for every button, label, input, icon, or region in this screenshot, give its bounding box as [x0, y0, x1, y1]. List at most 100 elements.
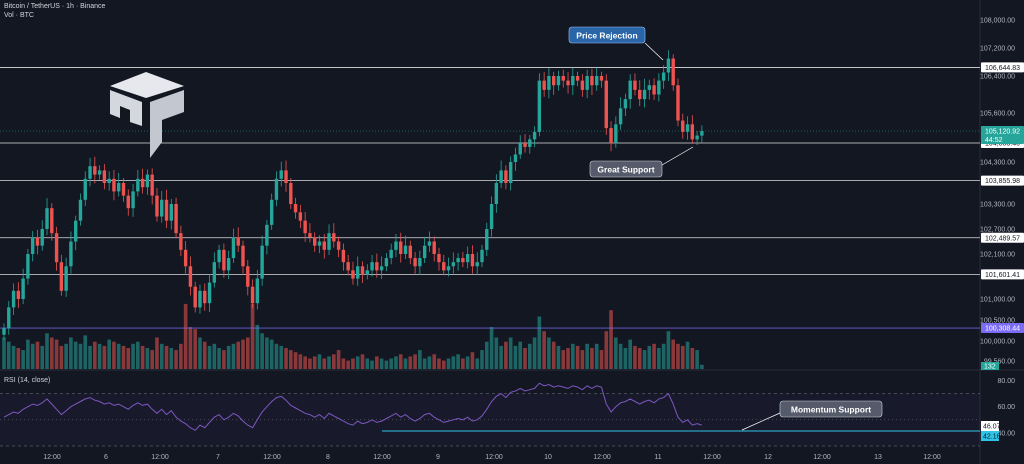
candle-body: [614, 124, 618, 144]
candle-body: [399, 241, 403, 254]
volume-bar: [159, 343, 164, 369]
volume-bar: [609, 310, 613, 369]
volume-bar: [145, 348, 150, 369]
volume-bar: [446, 358, 451, 369]
volume-bar: [427, 356, 432, 369]
candle-body: [513, 154, 518, 162]
callout-box: [779, 400, 883, 418]
candle-body: [413, 258, 417, 267]
volume-bar: [35, 341, 40, 369]
volume-bar: [336, 350, 341, 369]
level-tag: [981, 269, 1024, 280]
volume-bar: [370, 360, 374, 369]
volume-bar: [64, 343, 68, 369]
volume-bar: [614, 337, 618, 369]
volume-bar: [394, 356, 398, 369]
candle-body: [384, 258, 389, 267]
volume-bar: [480, 350, 484, 369]
volume-bar: [418, 350, 422, 369]
current-price-tag: [981, 126, 1024, 145]
volume-bar: [255, 324, 260, 369]
volume-bar: [2, 337, 6, 369]
volume-bar: [422, 358, 427, 369]
candle-body: [351, 270, 355, 279]
volume-bar: [680, 345, 685, 369]
candle-body: [365, 270, 369, 275]
volume-bar: [700, 364, 704, 369]
volume-bar: [403, 358, 408, 369]
candle-body: [465, 254, 470, 263]
candle-body: [121, 183, 126, 196]
volume-bar: [375, 356, 379, 369]
volume-bar: [676, 343, 680, 369]
volume-bar: [250, 303, 255, 369]
volume-bar: [523, 348, 527, 369]
candle-body: [16, 290, 21, 299]
level-tag-label: 102,489.57: [985, 235, 1020, 242]
callout-box: [589, 160, 663, 178]
volume-bar: [279, 345, 284, 369]
volume-bar: [547, 337, 551, 369]
candle-body: [508, 162, 513, 183]
volume-bar: [637, 348, 642, 369]
volume-bar: [198, 337, 202, 369]
candle-body: [179, 233, 183, 250]
candle-body: [217, 249, 221, 263]
volume-bar: [126, 348, 131, 369]
volume-bar: [155, 337, 159, 369]
volume-bar: [59, 345, 64, 369]
volume-bar: [590, 348, 594, 369]
candle-body: [403, 245, 408, 254]
candle-body: [633, 80, 637, 90]
candle-body: [628, 80, 632, 100]
time-axis-tick: 10: [544, 454, 552, 461]
price-axis-tick: 103,300.00: [980, 202, 1015, 209]
candle-body: [446, 266, 451, 271]
volume-bar: [202, 341, 207, 369]
time-axis-tick: 12:00: [703, 454, 721, 461]
candle-body: [40, 229, 44, 246]
candle-body: [203, 290, 207, 304]
candle-body: [308, 233, 312, 238]
volume-bar: [303, 356, 307, 369]
candle-body: [623, 99, 628, 109]
candle-body: [537, 80, 542, 132]
candle-body: [341, 249, 346, 263]
candle-body: [695, 135, 699, 140]
logo-right: [150, 90, 184, 158]
candle-body: [685, 124, 690, 132]
candle-body: [303, 220, 307, 234]
callout-momentum-support: Momentum Support: [791, 405, 871, 415]
candle-body: [322, 241, 326, 250]
candle-body: [236, 237, 240, 246]
candle-body: [480, 249, 484, 263]
price-axis-tick: 100,000.00: [980, 339, 1015, 346]
candle-body: [126, 195, 130, 209]
volume-bar: [532, 337, 537, 369]
volume-bar: [69, 337, 73, 369]
candle-body: [298, 212, 303, 221]
volume-bar: [308, 358, 312, 369]
time-axis-tick: 12:00: [813, 454, 831, 461]
volume-bar: [666, 331, 671, 369]
time-axis-tick: 12:00: [43, 454, 61, 461]
volume-bar: [93, 341, 97, 369]
volume-bar: [685, 341, 690, 369]
volume-bar: [21, 350, 25, 369]
time-axis-tick: 7: [216, 454, 220, 461]
candle-body: [45, 208, 49, 229]
volume-bar: [265, 337, 269, 369]
candle-body: [183, 249, 188, 267]
volume-bar: [183, 303, 188, 369]
symbol-title: Bitcoin / TetherUS · 1h · Binance: [4, 3, 106, 10]
volume-bar: [289, 350, 293, 369]
volume-bar: [83, 335, 88, 369]
candle-body: [523, 143, 527, 147]
candle-body: [442, 262, 446, 271]
candle-body: [136, 178, 140, 192]
callout-box: [568, 26, 646, 44]
candle-body: [250, 286, 255, 304]
candle-body: [269, 199, 274, 225]
